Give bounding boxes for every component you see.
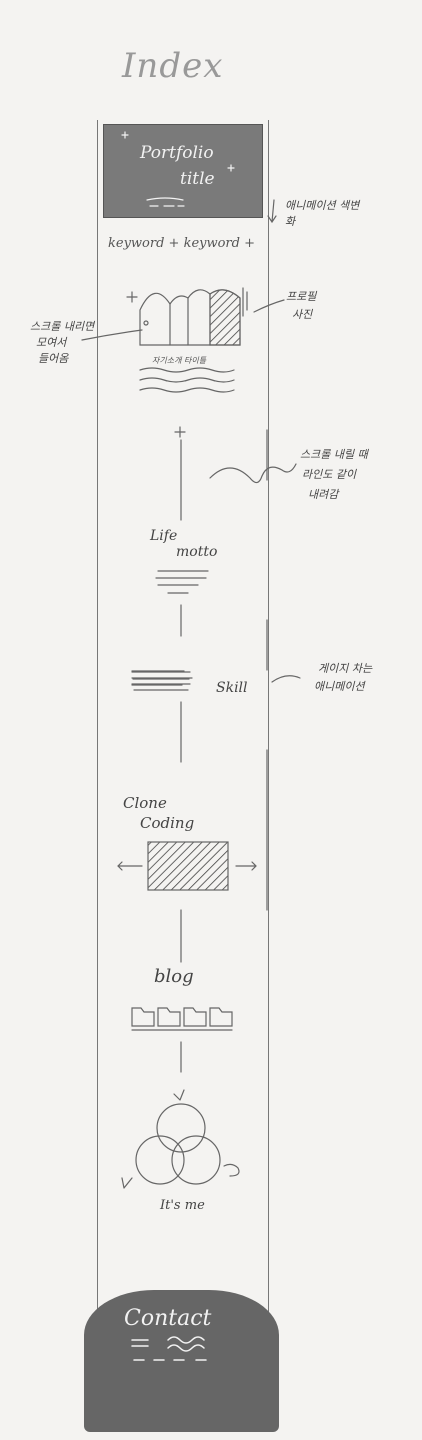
portfolio-header[interactable]: Portfolio title	[103, 124, 263, 218]
its-me-circles-icon	[121, 1089, 240, 1189]
contact-decoration-icon	[131, 1336, 207, 1361]
scroll-gather-note-line3: 들어옴	[38, 352, 69, 365]
contact-footer[interactable]: Contact	[84, 1290, 279, 1432]
profile-photo-note-line2: 사진	[292, 308, 313, 321]
header-animation-note: 애니메이션 색변화	[285, 199, 360, 228]
header-title-line1: Portfolio	[140, 143, 214, 163]
scroll-gather-note-line1: 스크롤 내리면	[30, 320, 95, 333]
clone-coding-preview-icon	[147, 841, 229, 891]
skill-label: Skill	[216, 680, 248, 696]
skill-bars-icon	[131, 670, 193, 691]
its-me-label: It's me	[160, 1198, 205, 1213]
skill-gauge-note-line1: 게이지 차는	[318, 662, 373, 675]
life-motto-line2: motto	[176, 544, 218, 560]
page-frame	[97, 120, 269, 1430]
scroll-line-note-line2: 라인도 같이	[302, 468, 357, 481]
keyword-row: keyword + keyword +	[108, 236, 255, 251]
blog-label: blog	[154, 966, 194, 987]
header-title-line2: title	[180, 169, 215, 189]
scroll-line-note-line1: 스크롤 내릴 때	[300, 448, 368, 461]
profile-photo-note-line1: 프로필	[286, 290, 317, 303]
page-title: Index	[122, 46, 224, 86]
intro-caption: 자기소개 타이틀	[152, 356, 207, 365]
skill-gauge-note-line2: 애니메이션	[314, 680, 365, 693]
scroll-gather-note-line2: 모여서	[36, 336, 67, 349]
life-motto-line1: Life	[150, 528, 178, 544]
contact-label: Contact	[124, 1306, 212, 1331]
clone-coding-line1: Clone	[123, 794, 167, 812]
clone-coding-line2: Coding	[140, 814, 195, 832]
blog-folders-icon	[131, 1007, 233, 1031]
header-decoration-icon	[121, 131, 235, 207]
scroll-line-note-line3: 내려감	[308, 488, 339, 501]
profile-arches-icon	[139, 289, 241, 346]
